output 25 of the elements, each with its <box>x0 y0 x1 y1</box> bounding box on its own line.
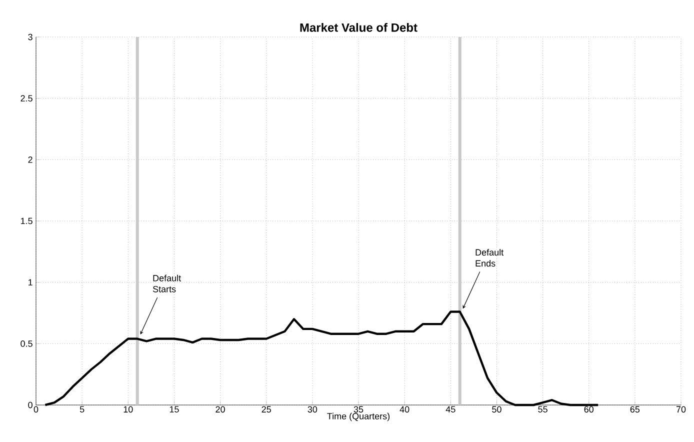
x-tick-label: 60 <box>584 406 594 413</box>
y-tick-label: 0.5 <box>20 340 32 347</box>
x-axis-title: Time (Quarters) <box>327 412 390 422</box>
x-tick-label: 70 <box>676 406 686 413</box>
chart-title: Market Value of Debt <box>300 23 418 32</box>
y-tick-label: 3 <box>28 34 32 40</box>
x-tick-label: 50 <box>492 406 502 413</box>
annotation: Default Starts <box>152 274 182 292</box>
x-tick-label: 5 <box>80 406 84 412</box>
x-tick-label: 10 <box>124 406 133 413</box>
y-tick-label: 1.5 <box>20 218 32 224</box>
x-tick-label: 30 <box>308 406 318 413</box>
y-tick-label: 1 <box>28 279 32 286</box>
x-tick-label: 35 <box>354 406 364 413</box>
x-tick-label: 15 <box>170 406 179 412</box>
y-tick-label: 2 <box>28 156 32 163</box>
x-tick-label: 25 <box>262 406 271 413</box>
annotation: Default Ends <box>476 248 504 267</box>
x-tick-label: 0 <box>34 406 38 413</box>
y-tick-label: 2.5 <box>20 95 32 102</box>
x-tick-label: 40 <box>400 406 410 413</box>
x-tick-label: 20 <box>216 406 225 413</box>
x-tick-label: 45 <box>446 406 456 412</box>
x-tick-label: 55 <box>538 406 548 412</box>
x-tick-label: 65 <box>630 406 640 413</box>
